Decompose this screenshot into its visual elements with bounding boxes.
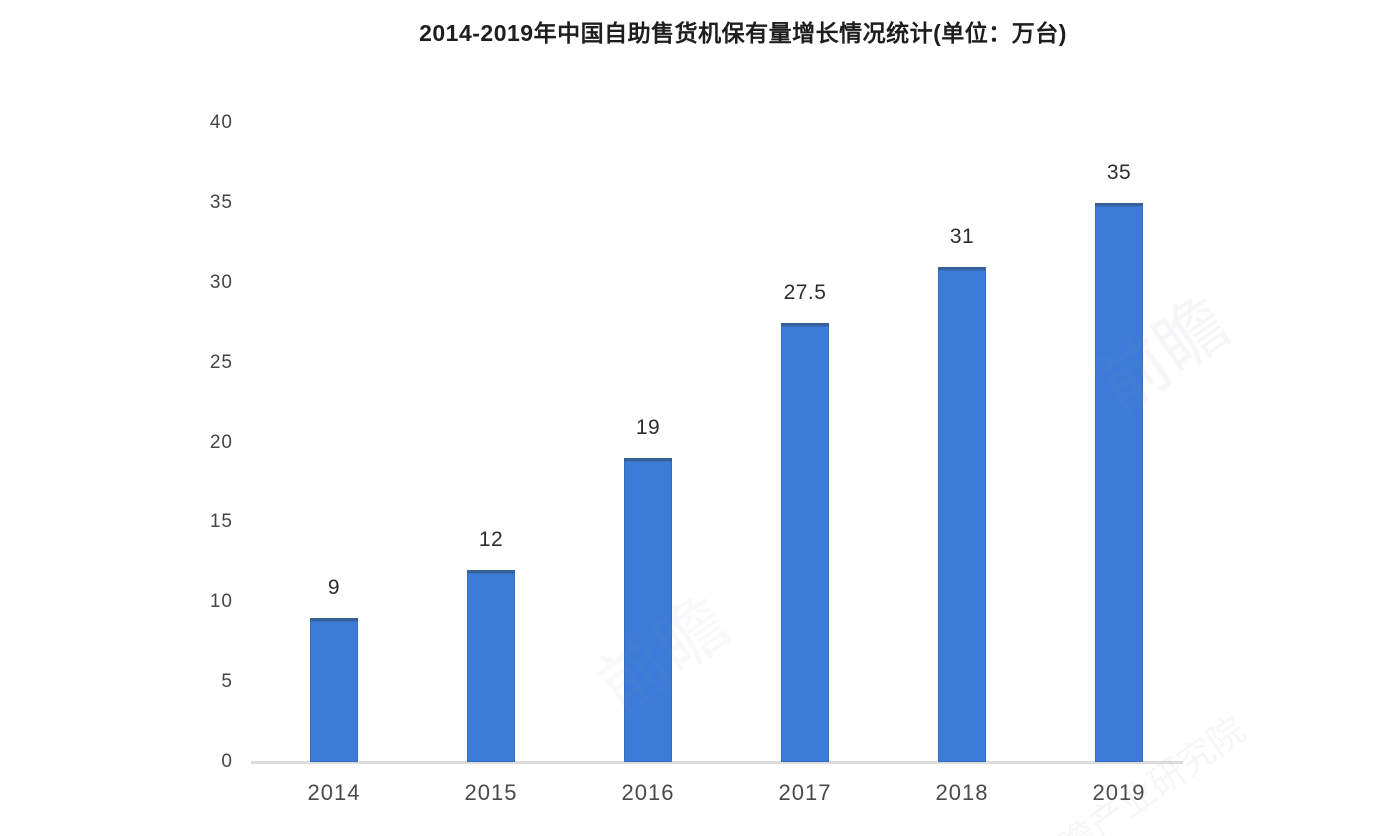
y-tick-label: 15: [209, 511, 233, 533]
bar-value-label: 27.5: [783, 280, 827, 304]
bar-2016: [624, 458, 672, 762]
chart-title: 2014-2019年中国自助售货机保有量增长情况统计(单位：万台): [419, 20, 1067, 46]
x-tick-label: 2017: [778, 780, 832, 805]
x-tick-label: 2016: [621, 780, 675, 805]
bar-value-label: 31: [949, 224, 975, 248]
bar-2017: [781, 322, 829, 762]
x-tick-label: 2015: [464, 780, 518, 805]
bar-2015: [467, 570, 515, 762]
x-tick-label: 2019: [1092, 780, 1146, 805]
bar-2018: [938, 266, 986, 762]
bar-2019: [1095, 202, 1143, 762]
plot-area: 9 2014 12 2015 19 2016 27.5 2017 31 2018 35 2019: [251, 123, 1183, 805]
bar-value-label: 19: [635, 416, 661, 440]
x-tick-label: 2018: [935, 780, 989, 805]
y-tick-label: 35: [209, 191, 233, 213]
x-tick-label: 2014: [307, 780, 361, 805]
y-tick-label: 0: [221, 751, 233, 772]
y-tick-label: 40: [209, 112, 233, 133]
bar-2014: [310, 618, 358, 762]
y-tick-label: 30: [209, 271, 233, 293]
y-tick-label: 20: [209, 431, 233, 453]
bar-value-label: 9: [327, 576, 341, 600]
y-tick-label: 25: [209, 351, 233, 373]
y-axis: 0 5 10 15 20 25 30 35 40: [0, 112, 233, 772]
y-tick-label: 10: [209, 591, 233, 613]
bar-value-label: 35: [1106, 160, 1132, 184]
y-tick-label: 5: [221, 671, 233, 693]
x-axis-line: [251, 761, 1183, 764]
bar-value-label: 12: [478, 528, 504, 552]
